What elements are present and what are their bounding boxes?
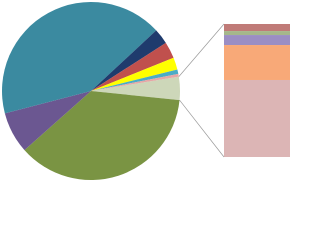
pie-slice	[91, 73, 179, 91]
pie-slice	[91, 42, 174, 91]
bar-segment	[224, 35, 290, 46]
connector-line	[178, 23, 225, 77]
pie-slice	[24, 91, 180, 180]
chart	[1, 1, 290, 180]
bar-segment	[224, 24, 290, 32]
pie-slice	[91, 30, 166, 91]
connector-line	[179, 99, 225, 158]
pie-slice	[91, 69, 179, 91]
page: {"chart_data": {"type": "pie", "values":…	[1, 1, 290, 180]
bar-segment	[224, 79, 290, 157]
pie-slice	[1, 1, 157, 114]
bar-segment	[224, 45, 290, 80]
pie-slice	[91, 57, 178, 91]
pie-slice	[4, 91, 92, 151]
bar-segment	[224, 31, 290, 36]
pie-slice	[91, 76, 180, 101]
